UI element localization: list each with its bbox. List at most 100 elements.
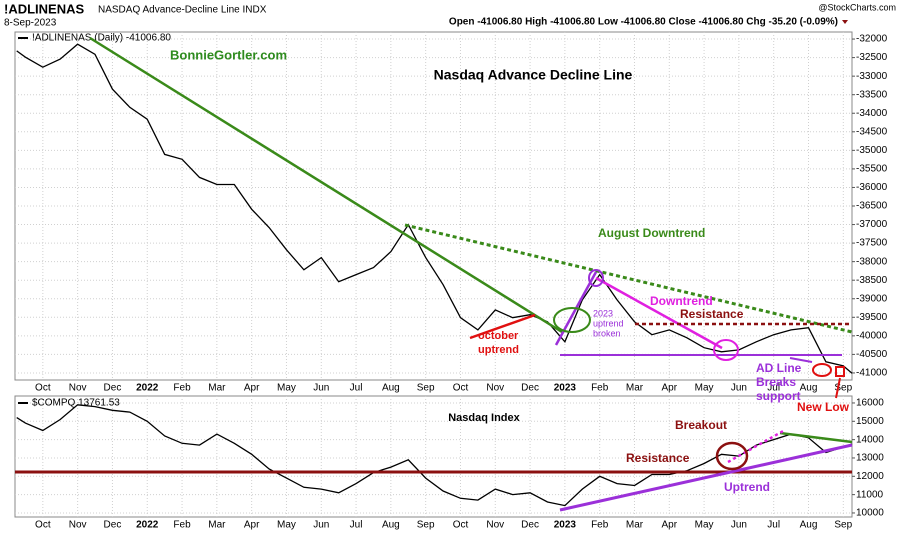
trendline — [89, 36, 563, 334]
x-tick-label: Nov — [69, 383, 87, 394]
panel-title: Nasdaq Index — [448, 412, 520, 424]
x-tick-label: Mar — [626, 383, 644, 394]
x-tick-label: Aug — [800, 383, 818, 394]
y-tick-label: -34500 — [856, 126, 888, 137]
y-tick-label: -33000 — [856, 71, 888, 82]
highlight — [715, 441, 749, 471]
y-tick-label: 10000 — [856, 508, 884, 519]
x-tick-label: Dec — [521, 520, 539, 531]
y-tick-label: -35500 — [856, 164, 888, 175]
annotation: AD Line — [756, 361, 802, 375]
y-tick-label: -35000 — [856, 145, 888, 156]
down-arrow — [842, 20, 848, 24]
x-tick-label: Sep — [834, 383, 852, 394]
x-tick-label: Oct — [35, 383, 51, 394]
trendlines — [15, 36, 853, 512]
arrow — [835, 377, 841, 399]
x-tick-label: Oct — [453, 383, 469, 394]
trendline — [727, 428, 786, 464]
annotation: BonnieGortler.com — [170, 47, 287, 62]
annotation: New Low — [797, 400, 850, 414]
x-tick-label: Sep — [417, 383, 435, 394]
annotation: uptrend — [593, 318, 624, 328]
x-tick-label: Dec — [104, 520, 122, 531]
symbol-name: NASDAQ Advance-Decline Line INDX — [98, 5, 267, 16]
y-tick-label: -37000 — [856, 219, 888, 230]
x-tick-label: Feb — [173, 383, 191, 394]
x-tick-label: Aug — [382, 383, 400, 394]
y-tick-label: -36500 — [856, 201, 888, 212]
x-tick-label: Jun — [731, 383, 747, 394]
trendline — [559, 443, 853, 512]
annotation: Uptrend — [724, 480, 770, 494]
x-tick-label: 2023 — [554, 383, 577, 394]
x-tick-label: Feb — [591, 520, 609, 531]
x-tick-label: May — [277, 383, 296, 394]
x-tick-label: Aug — [382, 520, 400, 531]
y-tick-label: 11000 — [856, 489, 884, 500]
highlight — [835, 366, 845, 377]
y-tick-label: 15000 — [856, 416, 884, 427]
x-tick-label: Feb — [591, 383, 609, 394]
highlight — [713, 339, 739, 361]
x-tick-label: May — [695, 520, 714, 531]
annotation: Resistance — [680, 307, 744, 321]
panel-title: Nasdaq Advance Decline Line — [434, 67, 633, 83]
trendline — [779, 431, 853, 444]
x-tick-label: Sep — [417, 520, 435, 531]
x-tick-label: Jul — [767, 520, 780, 531]
ohlc: Open -41006.80 High -41006.80 Low -41006… — [449, 17, 838, 28]
x-tick-label: Jun — [313, 520, 329, 531]
x-tick-label: 2022 — [136, 383, 159, 394]
y-tick-label: -38000 — [856, 256, 888, 267]
annotation: uptrend — [478, 344, 519, 356]
x-tick-label: Dec — [521, 383, 539, 394]
y-tick-label: -32000 — [856, 34, 888, 45]
x-tick-label: Jul — [767, 383, 780, 394]
x-tick-label: May — [277, 520, 296, 531]
annotation: broken — [593, 328, 621, 338]
y-tick-label: -39500 — [856, 312, 888, 323]
x-tick-label: May — [695, 383, 714, 394]
symbol: !ADLINENAS — [4, 1, 84, 16]
y-tick-label: -34000 — [856, 108, 888, 119]
x-tick-label: Mar — [208, 520, 226, 531]
y-tick-label: -33500 — [856, 89, 888, 100]
annotation: Breaks — [756, 375, 796, 389]
annotation: october — [478, 330, 519, 342]
x-tick-label: Apr — [244, 383, 260, 394]
x-tick-label: Nov — [486, 520, 504, 531]
legend-label: !ADLINENAS (Daily) -41006.80 — [32, 33, 171, 44]
x-tick-label: Oct — [453, 520, 469, 531]
annotation: Resistance — [626, 451, 690, 465]
x-tick-label: 2022 — [136, 520, 159, 531]
y-tick-label: -41000 — [856, 368, 888, 379]
x-tick-label: Sep — [834, 520, 852, 531]
trendline — [469, 313, 536, 340]
source: @StockCharts.com — [818, 2, 896, 12]
annotation: Downtrend — [650, 294, 713, 308]
y-tick-label: -39000 — [856, 293, 888, 304]
highlight — [588, 269, 604, 287]
x-tick-label: Apr — [244, 520, 260, 531]
price-line — [16, 43, 853, 374]
x-tick-label: Apr — [662, 383, 678, 394]
y-tick-label: -40500 — [856, 349, 888, 360]
highlight — [812, 363, 832, 377]
date: 8-Sep-2023 — [4, 18, 57, 29]
y-tick-label: 14000 — [856, 434, 884, 445]
x-tick-label: Mar — [208, 383, 226, 394]
y-tick-label: -32500 — [856, 52, 888, 63]
y-tick-label: 12000 — [856, 471, 884, 482]
y-tick-label: -36000 — [856, 182, 888, 193]
y-tick-label: 13000 — [856, 453, 884, 464]
y-tick-label: 16000 — [856, 398, 884, 409]
x-tick-label: Feb — [173, 520, 191, 531]
x-tick-label: Nov — [69, 520, 87, 531]
annotation: Breakout — [675, 418, 727, 432]
highlight — [553, 307, 591, 333]
annotation: 2023 — [593, 308, 613, 318]
x-tick-label: Aug — [800, 520, 818, 531]
y-tick-label: -38500 — [856, 275, 888, 286]
